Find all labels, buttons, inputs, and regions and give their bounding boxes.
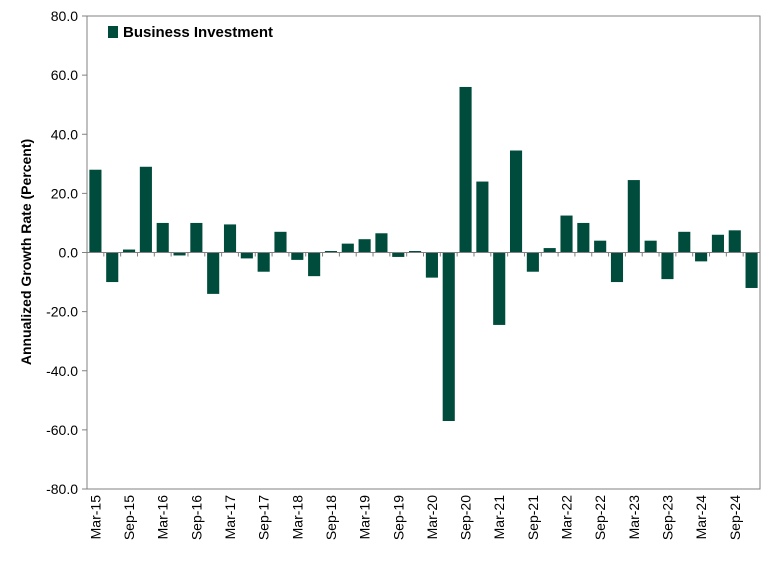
bar-Mar-22 xyxy=(560,215,573,253)
bar-Jun-17 xyxy=(240,252,253,259)
bar-Jun-22 xyxy=(577,222,590,253)
x-tick-label: Mar-20 xyxy=(424,495,440,540)
bar-Jun-15 xyxy=(106,252,119,283)
x-tick-label: Mar-22 xyxy=(559,495,575,540)
bar-Mar-19 xyxy=(358,239,371,253)
bar-Mar-23 xyxy=(627,180,640,253)
x-tick-label: Mar-21 xyxy=(491,495,507,540)
bar-Sep-21 xyxy=(526,252,539,272)
bar-Mar-17 xyxy=(223,224,237,253)
y-tick-label: -20.0 xyxy=(46,304,78,320)
y-tick-label: -80.0 xyxy=(46,481,78,497)
bar-Mar-21 xyxy=(493,252,506,325)
bar-Dec-21 xyxy=(543,248,556,253)
bar-Sep-17 xyxy=(257,252,270,272)
bar-Dec-24 xyxy=(745,252,758,288)
bar-Sep-16 xyxy=(190,222,203,253)
y-tick-label: 40.0 xyxy=(51,126,78,142)
y-tick-label: -60.0 xyxy=(46,422,78,438)
bar-Jun-19 xyxy=(375,233,388,253)
bar-Sep-22 xyxy=(594,240,607,253)
y-tick-label: -40.0 xyxy=(46,363,78,379)
bar-Jun-16 xyxy=(173,252,186,256)
x-tick-label: Sep-15 xyxy=(121,495,137,540)
legend: Business Investment xyxy=(108,24,273,41)
bar-Dec-15 xyxy=(139,166,152,253)
bar-Jun-18 xyxy=(308,252,321,277)
bar-Jun-24 xyxy=(711,234,724,253)
bar-Dec-19 xyxy=(409,251,422,253)
x-tick-label: Mar-19 xyxy=(357,495,373,540)
bar-Dec-20 xyxy=(476,181,489,253)
x-tick-label: Sep-23 xyxy=(659,495,675,540)
y-tick-label: 0.0 xyxy=(59,245,79,261)
x-tick-label: Mar-16 xyxy=(155,495,171,540)
bar-Mar-16 xyxy=(156,222,169,253)
bar-Dec-18 xyxy=(341,243,354,253)
x-tick-label: Sep-17 xyxy=(256,495,272,540)
bar-Mar-20 xyxy=(425,252,438,278)
x-tick-label: Mar-18 xyxy=(289,495,305,540)
bar-Sep-23 xyxy=(661,252,674,280)
x-tick-label: Sep-16 xyxy=(188,495,204,540)
legend-swatch xyxy=(108,26,118,38)
bar-Dec-23 xyxy=(678,231,691,253)
bar-Mar-15 xyxy=(89,169,102,253)
bar-Dec-16 xyxy=(207,252,220,294)
bar-Sep-24 xyxy=(728,230,741,253)
x-tick-label: Mar-17 xyxy=(222,495,238,540)
y-tick-label: 80.0 xyxy=(51,8,78,24)
bar-Sep-19 xyxy=(392,252,405,257)
x-tick-label: Mar-15 xyxy=(87,495,103,540)
x-tick-label: Mar-23 xyxy=(626,495,642,540)
x-axis: Mar-15 Sep-15 Mar-16 Sep-16 Mar-17 Sep-17 Mar-… xyxy=(86,252,761,540)
bar-Jun-21 xyxy=(509,150,523,253)
y-tick-label: 20.0 xyxy=(51,185,78,201)
bars xyxy=(89,86,758,422)
bar-Jun-23 xyxy=(644,240,657,253)
x-tick-label: Mar-24 xyxy=(693,495,709,540)
x-tick-label: Sep-21 xyxy=(525,495,541,540)
bar-Dec-22 xyxy=(610,252,624,283)
x-tick-label: Sep-24 xyxy=(727,495,743,540)
bar-Mar-18 xyxy=(291,252,304,260)
legend-label: Business Investment xyxy=(123,24,273,41)
bar-Mar-24 xyxy=(695,252,708,262)
y-tick-label: 60.0 xyxy=(51,67,78,83)
x-tick-label: Sep-19 xyxy=(390,495,406,540)
bar-Sep-20 xyxy=(459,86,472,253)
bar-Sep-18 xyxy=(324,251,338,253)
bar-Sep-15 xyxy=(123,249,136,253)
x-tick-label: Sep-18 xyxy=(323,495,339,540)
x-tick-label: Sep-20 xyxy=(458,495,474,540)
y-axis-label: Annualized Growth Rate (Percent) xyxy=(18,139,34,365)
x-tick-label: Sep-22 xyxy=(592,495,608,540)
bar-Jun-20 xyxy=(442,252,455,422)
bar-Dec-17 xyxy=(274,231,287,253)
y-axis: 80.0 60.0 40.0 20.0 0.0 -20.0 -40.0 -60.0 -80.0 xyxy=(46,8,761,497)
